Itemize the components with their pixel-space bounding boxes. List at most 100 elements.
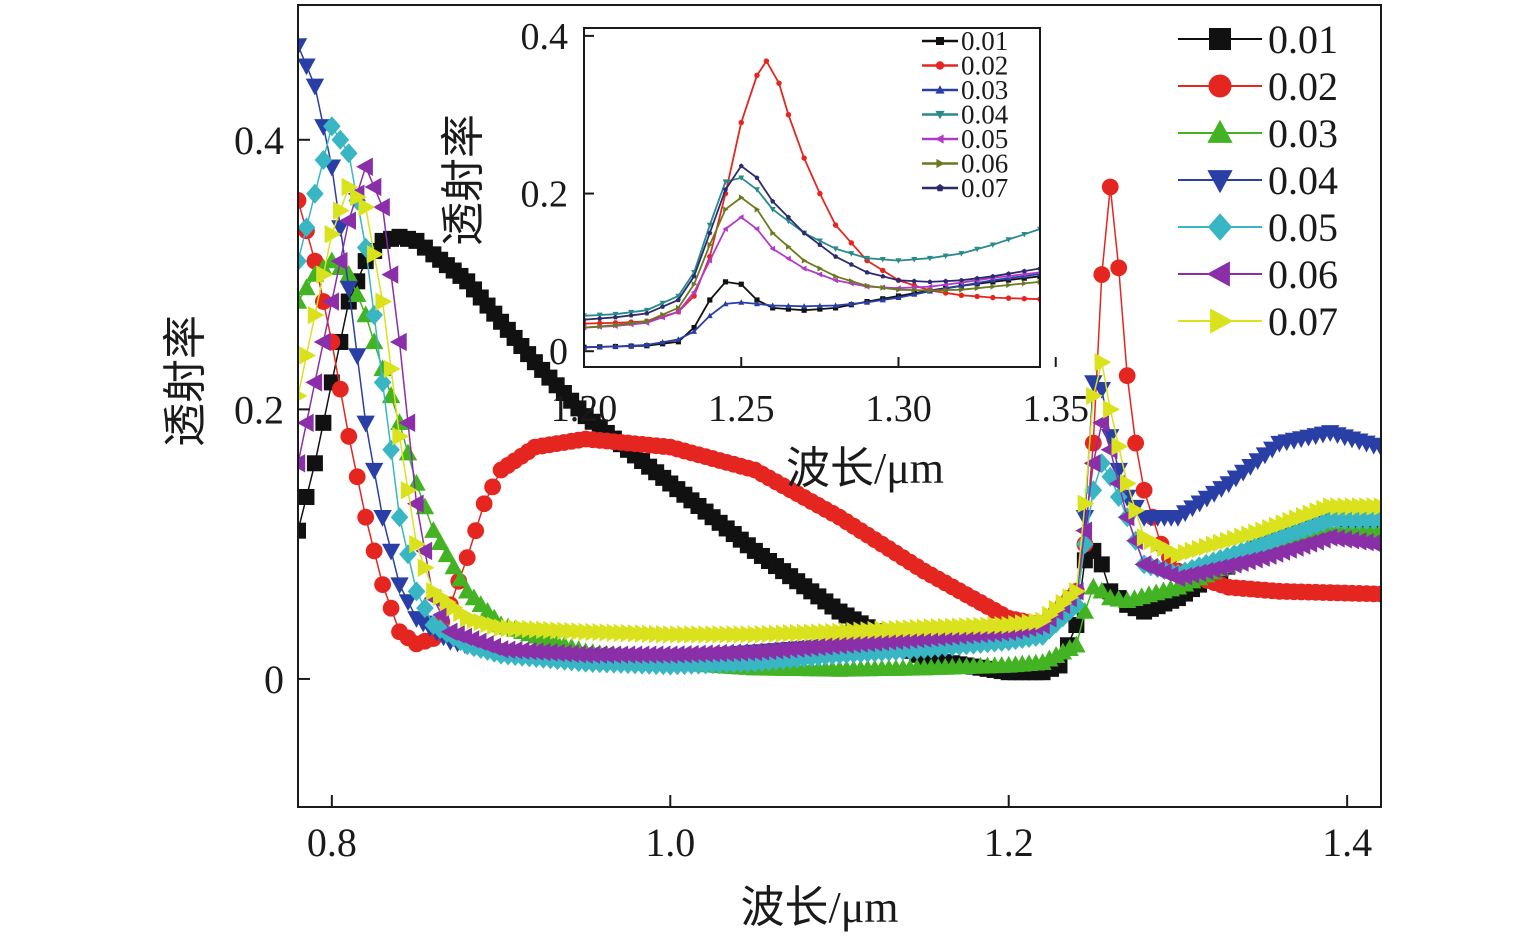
main-point-0.07-113 (1111, 437, 1129, 456)
inset-point-0.07-27 (1006, 271, 1011, 276)
inset-legend-marker-0.01 (936, 37, 944, 45)
main-point-0.07-6 (341, 177, 359, 197)
main-legend-marker-0.04 (1207, 170, 1233, 194)
inset-point-0.04-1 (596, 312, 603, 319)
inset-point-0.06-17 (848, 278, 855, 285)
inset-point-0.01-29 (1037, 273, 1040, 279)
main-legend-label-0.04: 0.04 (1268, 158, 1338, 203)
inset-point-0.07-8 (707, 230, 713, 236)
main-point-0.06-144 (1335, 530, 1352, 549)
inset-point-0.03-4 (643, 341, 650, 348)
inset-point-0.07-21 (911, 278, 917, 284)
inset-point-0.06-15 (817, 265, 823, 272)
inset-point-0.05-11 (753, 226, 760, 233)
main-point-0.04-10 (373, 510, 392, 527)
main-point-0.07-150 (1373, 497, 1381, 516)
inset-point-0.05-12 (769, 245, 776, 252)
inset-xtick-label-3: 1.35 (1022, 388, 1089, 430)
main-point-0.07-11 (383, 359, 401, 379)
inset-point-0.01-12 (770, 305, 776, 311)
inset-point-0.04-2 (612, 311, 619, 318)
main-point-0.03-9 (364, 332, 384, 350)
main-point-0.07-13 (400, 481, 418, 500)
inset-legend-item-0.04: 0.04 (922, 100, 1009, 130)
inset-point-0.03-27 (1005, 275, 1012, 281)
inset-point-0.06-2 (613, 322, 619, 329)
inset-point-0.07-3 (628, 312, 634, 318)
inset-point-0.06-22 (927, 287, 934, 294)
main-point-0.06-108 (1075, 521, 1093, 540)
main-point-0.02-109 (1093, 266, 1111, 283)
inset-point-0.05-14 (801, 265, 807, 272)
main-point-0.03-108 (1067, 635, 1086, 653)
main-point-0.05-5 (331, 129, 350, 150)
main-point-0.06-12 (389, 332, 407, 352)
inset-point-0.04-20 (895, 258, 902, 264)
inset-point-0.06-19 (880, 284, 886, 291)
main-legend-label-0.07: 0.07 (1268, 299, 1338, 344)
main-point-0.03-109 (1075, 601, 1095, 619)
main-point-0.01-2 (306, 455, 323, 472)
inset-point-0.01-7 (691, 324, 697, 331)
inset-point-0.06-24 (959, 286, 965, 293)
main-point-0.01-1 (298, 488, 315, 505)
inset-point-0.03-7 (691, 328, 698, 334)
main-point-0.02-5 (331, 380, 349, 398)
inset-legend-item-0.01: 0.01 (922, 26, 1008, 56)
main-point-0.06-149 (1371, 538, 1381, 550)
inset-point-0.06-18 (864, 282, 871, 289)
main-xtick-label-0: 0.8 (307, 820, 357, 865)
main-xtick-label-2: 1.2 (984, 820, 1034, 865)
main-point-0.07-8 (358, 197, 376, 217)
main-ytick-label-1: 0.2 (234, 387, 284, 432)
inset-point-0.06-12 (770, 229, 776, 236)
main-point-0.04-9 (364, 462, 384, 480)
main-point-0.06-147 (1356, 533, 1374, 552)
inset-point-0.06-20 (896, 286, 902, 293)
inset-point-0.02-28 (1005, 295, 1012, 301)
inset-legend-marker-0.05 (935, 134, 944, 144)
main-point-0.07-1 (299, 346, 317, 365)
main-xtick-label-1: 1.0 (645, 820, 695, 865)
main-legend-marker-0.05 (1207, 213, 1233, 241)
main-point-0.05-3 (314, 150, 333, 171)
main-point-0.04-1 (298, 58, 316, 76)
main-point-0.03-16 (424, 521, 443, 538)
inset-point-0.02-25 (958, 292, 965, 298)
main-point-0.07-5 (333, 201, 350, 220)
inset-point-0.04-8 (706, 222, 713, 229)
main-point-0.02-9 (365, 542, 383, 560)
inset-point-0.04-6 (675, 293, 682, 300)
inset-point-0.03-8 (706, 312, 713, 319)
main-plot-frame (297, 4, 1382, 808)
inset-point-0.06-23 (943, 287, 949, 294)
main-point-0.05-14 (407, 581, 426, 602)
inset-point-0.03-2 (612, 343, 619, 349)
main-point-0.03-5 (331, 258, 350, 276)
inset-point-0.04-15 (816, 238, 823, 244)
inset-point-0.06-6 (676, 304, 682, 311)
inset-point-0.04-22 (926, 255, 933, 262)
main-point-0.07-2 (307, 305, 325, 325)
inset-point-0.05-5 (659, 314, 665, 321)
main-point-0.04-6 (339, 280, 358, 298)
main-point-0.07-3 (316, 265, 333, 284)
inset-point-0.02-14 (785, 111, 792, 118)
main-legend-item-0.04: 0.04 (1178, 158, 1338, 203)
inset-point-0.03-6 (675, 336, 682, 342)
main-point-0.07-9 (366, 245, 384, 264)
inset-point-0.05-15 (816, 271, 823, 278)
inset-series-0.03 (584, 270, 1040, 350)
main-point-0.07-14 (409, 534, 427, 554)
main-point-0.02-110 (1101, 178, 1119, 196)
inset-point-0.04-13 (785, 218, 792, 225)
inset-point-0.07-19 (880, 273, 886, 279)
main-legend-label-0.05: 0.05 (1268, 205, 1338, 250)
main-point-0.03-14 (407, 473, 426, 491)
main-point-0.03-20 (451, 569, 470, 587)
inset-legend-item-0.02: 0.02 (922, 51, 1008, 81)
inset-point-0.03-13 (785, 302, 792, 309)
main-point-0.04-11 (381, 543, 401, 561)
main-point-0.02-20 (458, 549, 476, 567)
main-point-0.06-142 (1320, 528, 1338, 547)
